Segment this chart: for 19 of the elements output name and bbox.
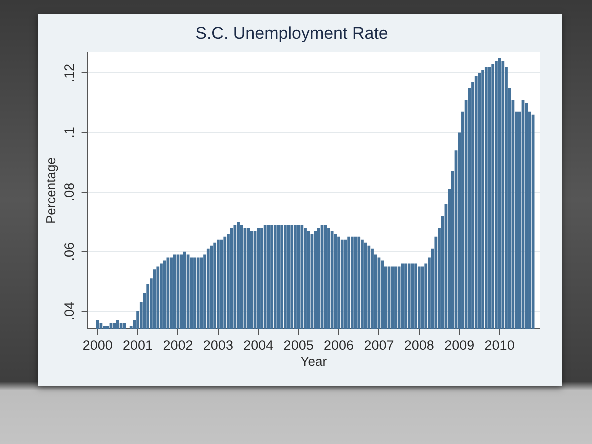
x-tick-label: 2003 <box>203 338 234 354</box>
x-tick-label: 2010 <box>484 338 515 354</box>
chart-title: S.C. Unemployment Rate <box>196 24 388 43</box>
x-tick-label: 2006 <box>324 338 354 354</box>
x-tick-label: 2009 <box>444 338 475 354</box>
x-tick-label: 2008 <box>404 338 434 354</box>
y-tick-label: .1 <box>62 127 78 138</box>
x-tick-label: 2001 <box>123 338 154 354</box>
x-tick-label: 2000 <box>82 338 113 354</box>
x-tick-label: 2007 <box>364 338 394 354</box>
x-tick-label: 2004 <box>244 338 274 354</box>
y-axis-title: Percentage <box>43 158 58 224</box>
x-axis-title: Year <box>300 354 328 369</box>
x-tick-label: 2005 <box>284 338 314 354</box>
y-tick-label: .12 <box>62 64 78 83</box>
y-tick-label: .04 <box>62 301 78 321</box>
y-tick-label: .08 <box>62 182 78 202</box>
x-tick-label: 2002 <box>163 338 194 354</box>
y-tick-label: .06 <box>62 242 78 262</box>
